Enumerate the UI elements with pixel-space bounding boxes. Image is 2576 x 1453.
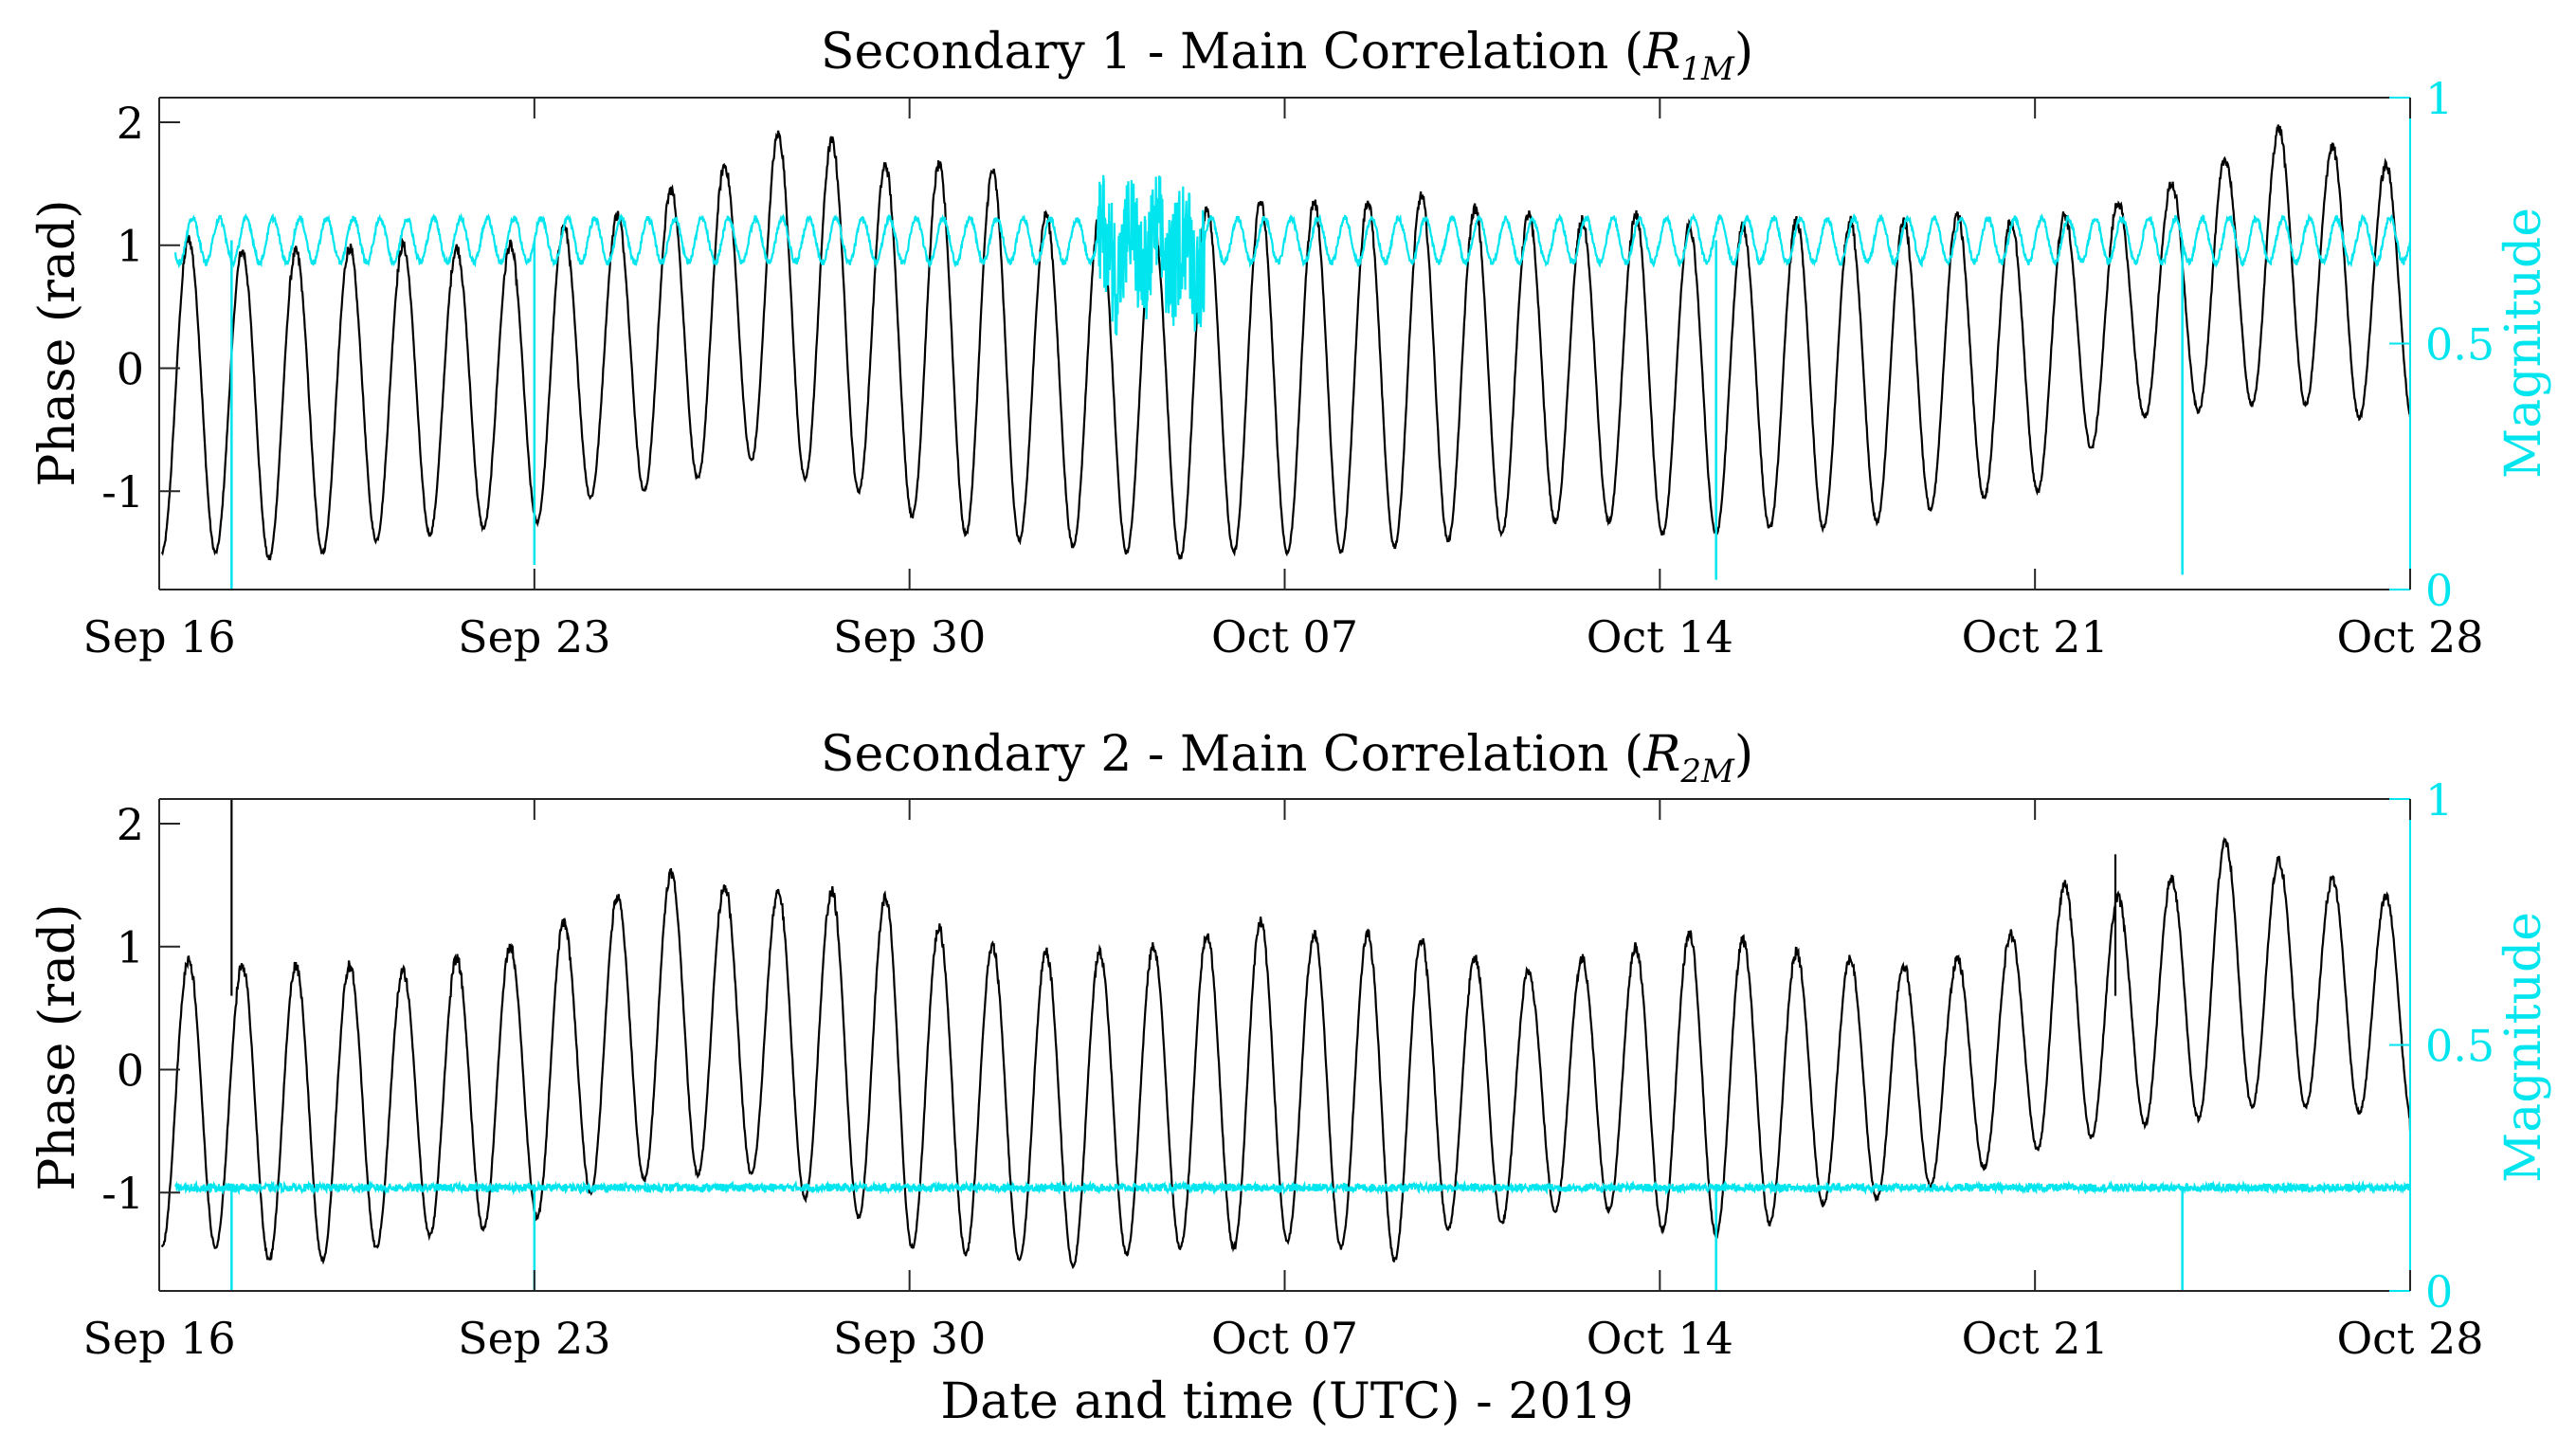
- panel-2-ytick-label-left: -1: [101, 1168, 144, 1219]
- panel-2-phase-line: [160, 836, 2410, 1270]
- panel-1-title: Secondary 1 - Main Correlation (R1M): [821, 24, 1753, 88]
- panel-2-ytick-label-right: 1: [2425, 774, 2453, 826]
- panel-2-xtick-label: Oct 28: [2336, 1313, 2483, 1364]
- panel-2-xtick-label: Sep 16: [82, 1313, 235, 1364]
- panel-secondary-2: Secondary 2 - Main Correlation (R2M) Pha…: [29, 726, 2552, 1364]
- panel-2-xtick-label: Oct 21: [1962, 1313, 2109, 1364]
- panel-1-xtick-label: Oct 14: [1587, 611, 1733, 663]
- panel-2-title-prefix: Secondary 2 - Main Correlation (: [821, 726, 1643, 783]
- panel-2-title-subscript: 2M: [1679, 753, 1735, 790]
- panel-1-title-suffix: ): [1734, 24, 1753, 81]
- panel-secondary-1: Secondary 1 - Main Correlation (R1M) Pha…: [29, 24, 2552, 663]
- panel-1-xtick-label: Sep 23: [458, 611, 610, 663]
- panel-1-xtick-label: Oct 28: [2336, 611, 2483, 663]
- panel-1-ytick-label-left: 1: [117, 221, 144, 272]
- panel-2-xtick-label: Oct 07: [1211, 1313, 1358, 1364]
- panel-2-xtick-label: Sep 23: [458, 1313, 610, 1364]
- panel-1-title-symbol: R: [1642, 24, 1680, 81]
- panel-1-xtick-label: Oct 21: [1962, 611, 2109, 663]
- panel-1-xtick-label: Sep 30: [833, 611, 986, 663]
- panel-1-magnitude-line: [173, 174, 2410, 336]
- panel-2-ytick-label-left: 0: [117, 1044, 144, 1096]
- panel-1-plot-area: 2 1 0 -1 1 0.5 0 Sep 16 Sep 23 Sep 30 Oct 07 Oct 14…: [82, 73, 2494, 663]
- panel-1-ytick-label-left: 2: [117, 98, 144, 149]
- panel-1-phase-line: [160, 124, 2410, 561]
- panel-1-ytick-label-right: 1: [2425, 73, 2453, 124]
- figure-xlabel: Date and time (UTC) - 2019: [940, 1373, 1633, 1430]
- panel-2-ytick-label-left: 2: [117, 799, 144, 850]
- panel-2-magnitude-line: [173, 1179, 2410, 1196]
- panel-1-title-subscript: 1M: [1680, 50, 1735, 88]
- panel-1-ylabel-left: Phase (rad): [29, 199, 86, 486]
- panel-2-title-symbol: R: [1642, 726, 1680, 783]
- panel-2-title-suffix: ): [1734, 726, 1753, 783]
- panel-2-title: Secondary 2 - Main Correlation (R2M): [821, 726, 1753, 790]
- panel-1-xtick-label: Oct 07: [1211, 611, 1358, 663]
- panel-1-ytick-label-right: 0: [2425, 565, 2453, 616]
- panel-1-title-prefix: Secondary 1 - Main Correlation (: [821, 24, 1643, 81]
- panel-2-xtick-label: Oct 14: [1587, 1313, 1733, 1364]
- panel-1-ytick-label-left: 0: [117, 343, 144, 394]
- panel-2-ylabel-left: Phase (rad): [29, 903, 86, 1190]
- panel-2-ytick-label-right: 0.5: [2425, 1021, 2494, 1072]
- panel-1-xtick-label: Sep 16: [82, 611, 235, 663]
- panel-2-plot-area: 2 1 0 -1 1 0.5 0 Sep 16 Sep 23 Sep 30 Oct 07 Oct 14…: [82, 774, 2494, 1364]
- panel-1-ytick-label-left: -1: [101, 466, 144, 518]
- panel-2-ytick-label-left: 1: [117, 922, 144, 973]
- panel-2-ylabel-right: Magnitude: [2495, 912, 2552, 1183]
- panel-1-ylabel-right: Magnitude: [2495, 208, 2552, 479]
- panel-1-ytick-label-right: 0.5: [2425, 319, 2494, 371]
- panel-2-xtick-label: Sep 30: [833, 1313, 986, 1364]
- panel-2-ytick-label-right: 0: [2425, 1266, 2453, 1317]
